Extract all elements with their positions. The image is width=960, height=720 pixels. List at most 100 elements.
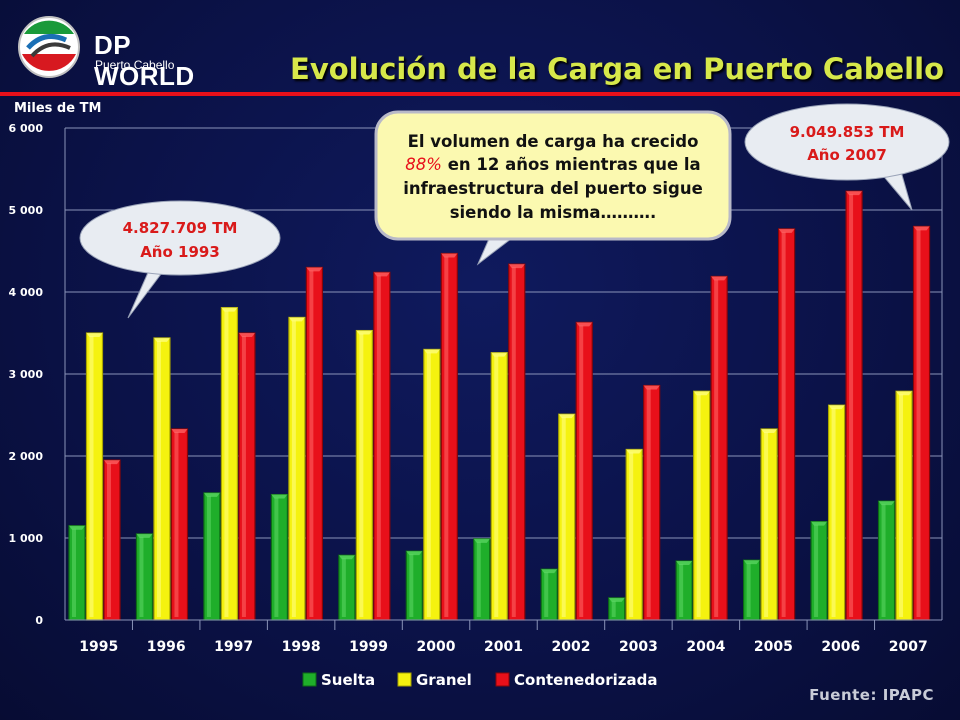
bar-suelta-1995 bbox=[68, 525, 86, 621]
bar-highlight bbox=[89, 336, 94, 617]
bar-highlight bbox=[476, 541, 481, 617]
logo-brand-text: DP WORLD bbox=[94, 30, 195, 91]
bar-top-bevel bbox=[608, 597, 625, 602]
bar-suelta-2000 bbox=[405, 550, 423, 621]
x-tick-label: 2005 bbox=[754, 639, 793, 655]
bar-contenedorizada-2005 bbox=[778, 228, 796, 621]
bar-top-bevel bbox=[153, 337, 170, 342]
bar-highlight bbox=[881, 504, 886, 617]
bar-suelta-2004 bbox=[675, 560, 693, 621]
bar-highlight bbox=[781, 231, 786, 618]
x-tick-label: 1997 bbox=[214, 639, 253, 655]
y-tick-label: 2 000 bbox=[9, 450, 44, 463]
dp-world-emblem-icon bbox=[18, 16, 80, 78]
bar-top-bevel bbox=[238, 333, 255, 337]
callout-growth-line1: El volumen de carga ha crecido bbox=[408, 132, 699, 151]
bar-highlight bbox=[72, 528, 76, 617]
bar-top-bevel bbox=[373, 272, 390, 277]
bar-top-bevel bbox=[271, 494, 288, 499]
bar-granel-1996 bbox=[153, 337, 171, 621]
bar-highlight bbox=[511, 267, 516, 617]
callout-2007-value: 9.049.853 TM bbox=[790, 123, 905, 141]
bar-contenedorizada-2000 bbox=[440, 252, 458, 621]
x-tick-label: 1996 bbox=[147, 639, 186, 655]
bar-top-bevel bbox=[811, 521, 828, 526]
bar-top-bevel bbox=[288, 317, 305, 322]
x-tick-label: 2006 bbox=[821, 639, 860, 655]
bar-granel-1998 bbox=[288, 316, 306, 621]
x-tick-labels: 1995 1996 1997 1998 1999 2000 2001 2002 2003 2004… bbox=[65, 619, 942, 655]
bar-highlight bbox=[376, 275, 381, 617]
bar-top-bevel bbox=[743, 560, 760, 565]
bar-highlight bbox=[444, 256, 449, 617]
y-tick-label: 6 000 bbox=[9, 122, 44, 135]
callout-1993-year: Año 1993 bbox=[140, 243, 220, 261]
bar-highlight bbox=[274, 497, 279, 617]
bar-highlight bbox=[206, 495, 211, 617]
callout-growth-line3: infraestructura del puerto sigue bbox=[403, 179, 703, 198]
callout-1993: 4.827.709 TM Año 1993 bbox=[79, 200, 281, 319]
legend-label-granel: Granel bbox=[416, 671, 472, 689]
legend-label-suelta: Suelta bbox=[321, 671, 375, 689]
x-tick-label: 2003 bbox=[619, 639, 658, 655]
legend-swatch-granel bbox=[397, 672, 412, 687]
bar-suelta-2007 bbox=[877, 500, 896, 621]
bar-contenedorizada-1996 bbox=[170, 428, 189, 621]
bar-highlight bbox=[224, 310, 229, 617]
bar-top-bevel bbox=[104, 460, 120, 465]
bar-suelta-2002 bbox=[540, 568, 558, 621]
bar-top-bevel bbox=[473, 538, 490, 543]
bar-suelta-2005 bbox=[743, 559, 761, 621]
logo-subtitle-text: Puerto Cabello bbox=[95, 58, 175, 72]
callout-2007-year: Año 2007 bbox=[807, 146, 887, 164]
bar-top-bevel bbox=[558, 414, 575, 419]
x-tick-label: 2000 bbox=[417, 639, 456, 655]
bar-highlight bbox=[579, 325, 584, 617]
callout-2007: 9.049.853 TM Año 2007 bbox=[744, 103, 950, 211]
x-tick-label: 2002 bbox=[551, 639, 590, 655]
page-title: Evolución de la Carga en Puerto Cabello bbox=[290, 52, 944, 86]
bar-suelta-2001 bbox=[473, 538, 491, 621]
bar-top-bevel bbox=[778, 228, 795, 233]
bar-top-bevel bbox=[136, 533, 153, 538]
bar-highlight bbox=[899, 394, 904, 617]
bar-top-bevel bbox=[86, 333, 103, 337]
bar-highlight bbox=[291, 320, 296, 617]
bar-highlight bbox=[107, 463, 111, 617]
bar-highlight bbox=[139, 536, 144, 617]
bar-granel-1997 bbox=[220, 306, 239, 621]
bar-top-bevel bbox=[171, 428, 188, 433]
bar-highlight bbox=[849, 194, 854, 617]
bar-highlight bbox=[241, 336, 246, 617]
y-tick-labels: 0 1 000 2 000 3 000 4 000 5 000 6 000 bbox=[9, 122, 44, 627]
bar-highlight bbox=[174, 431, 179, 617]
x-tick-label: 1999 bbox=[349, 639, 388, 655]
y-tick-label: 5 000 bbox=[9, 204, 44, 217]
bar-highlight bbox=[409, 554, 414, 617]
bar-top-bevel bbox=[693, 391, 710, 396]
bar-top-bevel bbox=[508, 264, 525, 269]
bar-granel-2001 bbox=[490, 352, 508, 621]
y-tick-label: 3 000 bbox=[9, 368, 44, 381]
dp-world-logo: DP WORLD Puerto Cabello bbox=[14, 12, 224, 91]
bar-granel-2005 bbox=[760, 428, 778, 621]
bar-top-bevel bbox=[626, 449, 643, 454]
bar-granel-2007 bbox=[895, 390, 913, 621]
bar-contenedorizada-1997 bbox=[238, 332, 256, 621]
bar-top-bevel bbox=[576, 322, 593, 327]
bar-suelta-1997 bbox=[203, 492, 221, 621]
bar-top-bevel bbox=[203, 492, 220, 497]
bar-granel-1995 bbox=[85, 332, 104, 621]
bar-top-bevel bbox=[491, 352, 508, 357]
bar-contenedorizada-2002 bbox=[575, 321, 593, 621]
callout-1993-value: 4.827.709 TM bbox=[123, 219, 238, 237]
y-tick-label: 0 bbox=[35, 614, 43, 627]
bar-top-bevel bbox=[878, 501, 895, 506]
bar-top-bevel bbox=[69, 525, 85, 530]
bar-highlight bbox=[359, 333, 364, 617]
bar-highlight bbox=[916, 229, 921, 617]
bar-highlight bbox=[764, 431, 769, 617]
bar-top-bevel bbox=[761, 428, 778, 433]
y-tick-label: 4 000 bbox=[9, 286, 44, 299]
bar-contenedorizada-1998 bbox=[305, 266, 323, 621]
